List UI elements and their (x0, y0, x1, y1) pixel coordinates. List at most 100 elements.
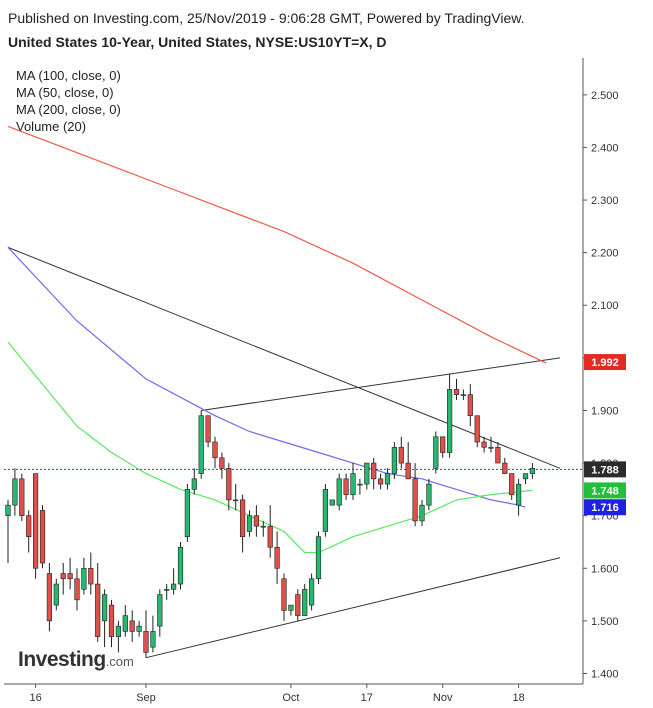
candle (60, 563, 66, 595)
candle-body (371, 462, 377, 480)
candle (177, 541, 184, 590)
candle (136, 620, 142, 637)
candle-body (474, 415, 480, 443)
legend-ma200: MA (200, close, 0) (16, 102, 121, 117)
candle (529, 463, 535, 479)
candle-body (405, 462, 411, 480)
candle (46, 563, 52, 632)
candle-body (32, 473, 39, 569)
price-tag: 1.716 (584, 499, 626, 516)
candle-body (191, 478, 197, 490)
price-tag-label: 1.716 (591, 502, 619, 514)
candle (426, 478, 432, 511)
candle-body (302, 589, 308, 616)
candle (74, 568, 80, 611)
candle (226, 463, 232, 511)
candle (150, 615, 156, 653)
candle-body (384, 473, 391, 485)
candle-body (212, 441, 218, 459)
candle (108, 599, 115, 648)
investing-logo: Investing.com (18, 648, 134, 672)
candle (343, 473, 349, 500)
candle-body (502, 462, 508, 474)
candle-body (460, 394, 467, 396)
price-tag: 1.748 (584, 482, 626, 499)
candle-body (102, 594, 108, 622)
candle-body (129, 620, 135, 632)
price-tag-box (584, 482, 626, 499)
candle (488, 436, 494, 453)
candle (295, 589, 301, 621)
candle (377, 473, 384, 490)
candle (412, 463, 418, 527)
legend-ma100: MA (100, close, 0) (16, 68, 121, 83)
candle (157, 589, 163, 637)
candle-body (67, 573, 73, 580)
candle-body (19, 478, 25, 516)
candle-body (364, 462, 370, 485)
chart-frame (4, 58, 584, 685)
candle-body (164, 589, 170, 591)
candle (474, 415, 480, 448)
candle (129, 610, 135, 642)
candle (12, 468, 18, 516)
candle (522, 473, 529, 485)
price-axis: 2.5002.4002.3002.2002.1002.0001.9001.800… (583, 90, 619, 680)
candle-body (329, 499, 335, 506)
candle (212, 436, 218, 469)
candle (502, 457, 508, 474)
candle-body (481, 441, 487, 448)
candle (240, 494, 246, 553)
candle (308, 573, 315, 611)
candle (274, 531, 280, 585)
candle (281, 573, 287, 621)
chart-title: United States 10-Year, United States, NY… (8, 34, 387, 50)
candle-body (522, 473, 529, 480)
candle-body (81, 567, 87, 590)
candle (329, 499, 335, 506)
candle-body (240, 499, 246, 538)
candle-body (5, 504, 11, 516)
candle-body (219, 457, 225, 469)
trendlines (7, 246, 561, 659)
candle-body (46, 573, 52, 622)
price-tags: 1.992 1.788 1.748 1.716 (584, 354, 626, 516)
candle-body (88, 567, 94, 585)
candle-body (122, 615, 128, 632)
candle-body (336, 478, 342, 506)
candle-body (322, 489, 329, 532)
candle (322, 484, 329, 537)
candle (191, 468, 197, 495)
indicator-legend: MA (100, close, 0) MA (50, close, 0) MA … (16, 67, 121, 135)
candle-body (205, 415, 211, 443)
x-tick-label: 16 (29, 692, 41, 704)
candle-body (177, 546, 184, 585)
price-tag-label: 1.748 (591, 485, 619, 497)
y-tick-label: 2.200 (591, 248, 619, 260)
candle (260, 520, 266, 537)
candle-body (253, 515, 260, 527)
candle-body (419, 504, 425, 522)
candle-body (136, 625, 142, 632)
candle (350, 463, 356, 500)
price-tag-label: 1.788 (591, 464, 619, 476)
y-tick-label: 1.600 (591, 563, 619, 575)
candle (171, 568, 177, 595)
moving-averages (7, 125, 547, 554)
candle (509, 473, 515, 500)
candle (495, 442, 501, 464)
legend-volume: Volume (20) (16, 119, 87, 134)
candle (446, 373, 453, 458)
candle-body (157, 594, 163, 627)
candle (419, 499, 425, 527)
price-tag: 1.992 (584, 354, 626, 371)
candle (102, 589, 108, 648)
y-tick-label: 2.300 (591, 195, 619, 207)
candle-body (426, 483, 432, 506)
candle-body (288, 604, 294, 611)
candle-body (343, 478, 349, 495)
candle (371, 457, 377, 490)
candle-body (529, 468, 535, 474)
candle-body (509, 473, 515, 495)
